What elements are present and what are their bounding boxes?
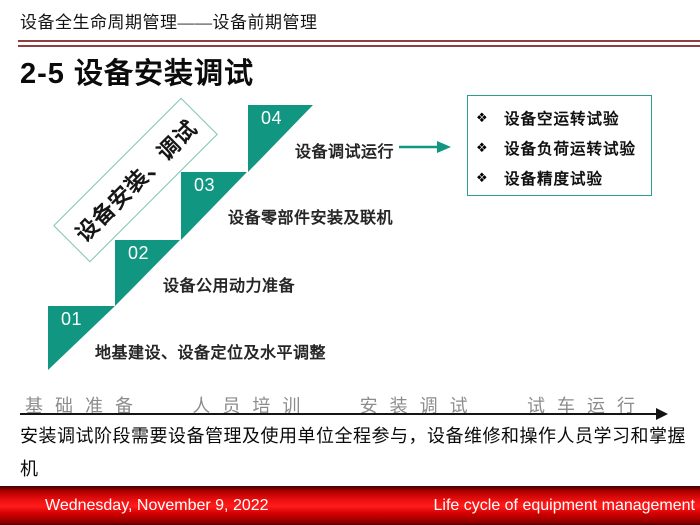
phase-label-training: 人员培训 [192,396,313,416]
phase-label-trialrun: 试车运行 [526,396,647,416]
stair-step-1-label: 地基建设、设备定位及水平调整 [95,345,327,362]
test-items-box: ❖ 设备空运转试验 ❖ 设备负荷运转试验 ❖ 设备精度试验 [467,95,652,196]
list-item: ❖ 设备负荷运转试验 [476,133,651,163]
stair-step-3-label: 设备零部件安装及联机 [228,210,394,227]
header-double-rule [18,40,700,47]
slide-header-text: 设备全生命周期管理——设备前期管理 [20,13,318,32]
phase-label-foundation: 基础准备 [25,396,145,416]
footer-bar: Wednesday, November 9, 2022 Life cycle o… [0,486,700,525]
footer-subtitle: Life cycle of equipment management [433,496,695,514]
list-item: ❖ 设备精度试验 [476,163,651,193]
list-item: ❖ 设备空运转试验 [476,103,651,133]
timeline-arrowhead-icon [656,408,668,420]
diamond-bullet-icon: ❖ [476,110,488,125]
phase-row: 基础准备 人员培训 安装调试 试车运行 [25,392,647,418]
diamond-bullet-icon: ❖ [476,140,488,155]
stair-step-2-label: 设备公用动力准备 [163,278,296,295]
test-item-text: 设备空运转试验 [504,111,620,128]
page-title: 2-5 设备安装调试 [20,58,254,90]
timeline-arrow-line [20,413,660,415]
stair-step-4-label: 设备调试运行 [295,144,395,161]
test-item-text: 设备负荷运转试验 [504,141,637,158]
stair-step-2-number: 02 [128,243,150,263]
paragraph-line-1: 安装调试阶段需要设备管理及使用单位全程参与，设备维修和操作人员学习和掌握机 [20,426,686,479]
stair-step-1-number: 01 [61,309,83,329]
test-item-text: 设备精度试验 [504,171,604,188]
stair-step-3-number: 03 [194,175,216,195]
right-arrow-icon [399,141,451,153]
stair-step-4-number: 04 [261,108,283,128]
phase-label-install: 安装调试 [359,396,480,416]
footer-date: Wednesday, November 9, 2022 [45,496,269,514]
diamond-bullet-icon: ❖ [476,170,488,185]
